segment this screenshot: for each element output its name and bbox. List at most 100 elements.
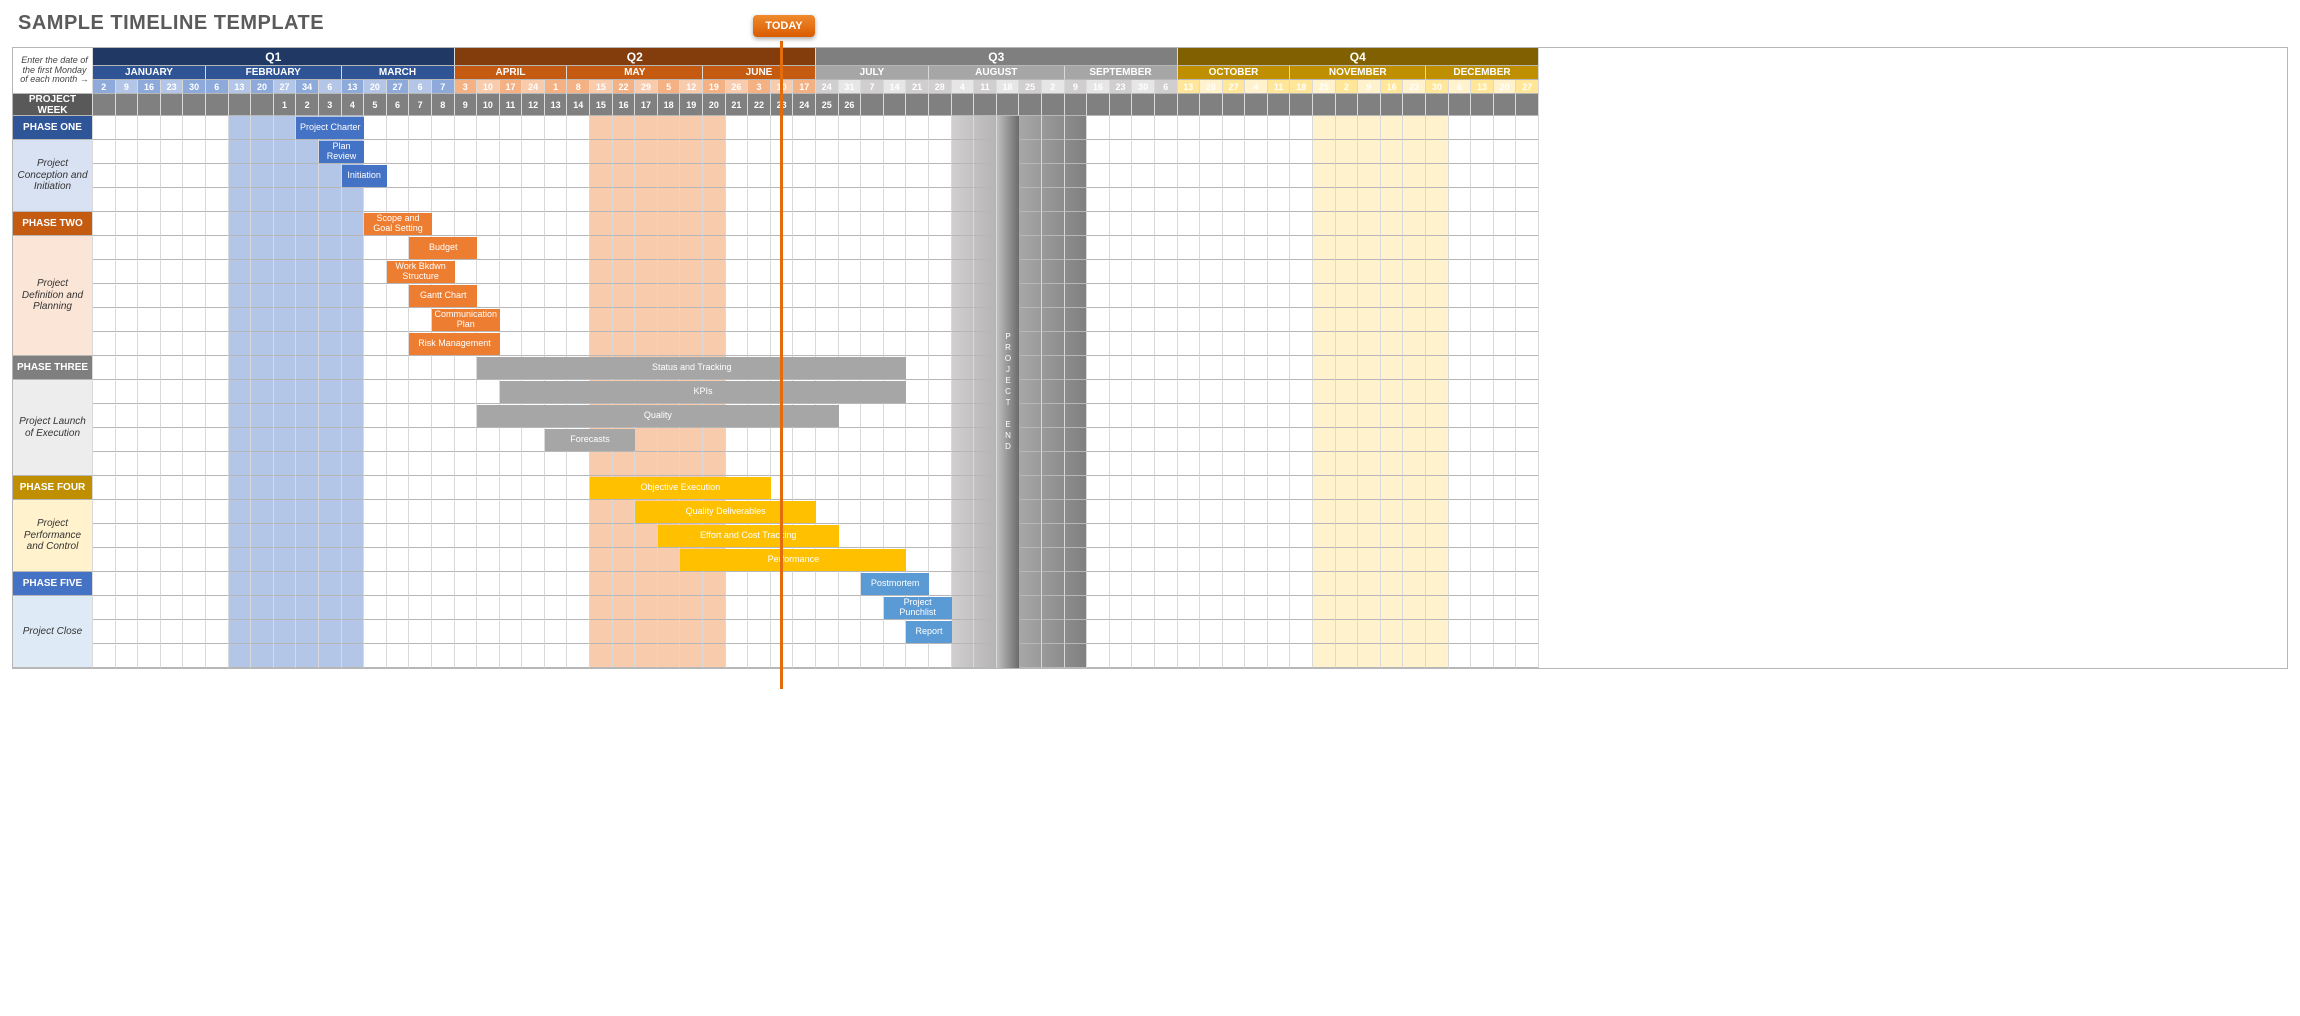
grid-cell (1132, 500, 1155, 524)
grid-cell (974, 332, 997, 356)
grid-cell (590, 596, 613, 620)
gantt-bar[interactable]: Status and Tracking (477, 357, 906, 379)
grid-cell (1471, 140, 1494, 164)
gantt-bar[interactable]: Risk Management (409, 333, 499, 355)
grid-cell (861, 260, 884, 284)
gantt-bar[interactable]: Quality (477, 405, 839, 427)
gantt-bar[interactable]: KPIs (500, 381, 907, 403)
grid-cell (138, 572, 161, 596)
grid-cell (364, 404, 387, 428)
grid-cell (1019, 428, 1042, 452)
grid-cell (1132, 404, 1155, 428)
gantt-bar[interactable]: Initiation (342, 165, 387, 187)
grid-cell (748, 620, 771, 644)
grid-cell (680, 212, 703, 236)
grid-cell (929, 212, 952, 236)
grid-cell (296, 548, 319, 572)
grid-cell (884, 452, 907, 476)
grid-cell (1358, 524, 1381, 548)
grid-cell (1200, 380, 1223, 404)
grid-cell (1268, 596, 1291, 620)
grid-cell (906, 212, 929, 236)
grid-cell (1336, 428, 1359, 452)
gantt-bar[interactable]: Project Punchlist (884, 597, 952, 619)
grid-cell (274, 572, 297, 596)
grid-cell (274, 140, 297, 164)
gantt-bar[interactable]: Postmortem (861, 573, 929, 595)
grid-cell (138, 428, 161, 452)
grid-cell (1313, 188, 1336, 212)
day-header: 14 (884, 80, 907, 94)
grid-cell (387, 500, 410, 524)
day-header: 24 (522, 80, 545, 94)
grid-cell (1336, 404, 1359, 428)
grid-cell (296, 332, 319, 356)
grid-cell (1471, 260, 1494, 284)
grid-cell (161, 620, 184, 644)
grid-cell (206, 548, 229, 572)
phase-header: PHASE THREE (13, 356, 93, 380)
grid-cell (952, 500, 975, 524)
gantt-bar[interactable]: Gantt Chart (409, 285, 477, 307)
gantt-bar[interactable]: Work Bkdwn Structure (387, 261, 455, 283)
gantt-bar[interactable]: Quality Deliverables (635, 501, 816, 523)
grid-cell (726, 164, 749, 188)
day-header: 20 (251, 80, 274, 94)
project-week-cell: 9 (455, 94, 478, 116)
day-header: 27 (1516, 80, 1539, 94)
grid-cell (929, 260, 952, 284)
grid-cell (342, 572, 365, 596)
gantt-bar[interactable]: Report (906, 621, 951, 643)
gantt-bar[interactable]: Forecasts (545, 429, 635, 451)
gantt-bar[interactable]: Plan Review (319, 141, 364, 163)
grid-cell (974, 356, 997, 380)
grid-cell (161, 140, 184, 164)
project-week-cell: 16 (613, 94, 636, 116)
grid-cell (319, 236, 342, 260)
gantt-bar[interactable]: Project Charter (296, 117, 364, 139)
grid-cell (183, 260, 206, 284)
grid-cell (1223, 572, 1246, 596)
grid-cell (726, 116, 749, 140)
grid-cell (1268, 116, 1291, 140)
grid-cell (1178, 500, 1201, 524)
grid-cell (906, 548, 929, 572)
project-week-cell (1426, 94, 1449, 116)
grid-cell (1516, 212, 1539, 236)
grid-cell (1223, 404, 1246, 428)
grid-cell (387, 164, 410, 188)
grid-cell (342, 308, 365, 332)
grid-cell (251, 596, 274, 620)
grid-cell (1426, 620, 1449, 644)
grid-cell (296, 524, 319, 548)
gantt-bar[interactable]: Communication Plan (432, 309, 500, 331)
grid-cell (1449, 572, 1472, 596)
grid-cell (567, 620, 590, 644)
gantt-bar[interactable]: Scope and Goal Setting (364, 213, 432, 235)
day-header: 30 (183, 80, 206, 94)
project-week-cell (161, 94, 184, 116)
grid-cell (387, 308, 410, 332)
grid-cell (1132, 188, 1155, 212)
grid-cell (387, 188, 410, 212)
grid-cell (206, 644, 229, 668)
quarter-header: Q1 (93, 48, 455, 66)
grid-cell (251, 548, 274, 572)
grid-cell (613, 164, 636, 188)
grid-cell (567, 140, 590, 164)
project-week-cell: 22 (748, 94, 771, 116)
gantt-bar[interactable]: Effort and Cost Tracking (658, 525, 839, 547)
grid-cell (1087, 476, 1110, 500)
gantt-bar[interactable]: Objective Execution (590, 477, 771, 499)
grid-cell (1449, 116, 1472, 140)
grid-cell (183, 620, 206, 644)
grid-cell (206, 572, 229, 596)
grid-cell (1516, 500, 1539, 524)
phase-subtitle: Project Performance and Control (13, 500, 93, 572)
grid-cell (726, 428, 749, 452)
grid-cell (658, 428, 681, 452)
gantt-bar[interactable]: Budget (409, 237, 477, 259)
gantt-bar[interactable]: Performance (680, 549, 906, 571)
grid-cell (1110, 548, 1133, 572)
grid-cell (1042, 644, 1065, 668)
